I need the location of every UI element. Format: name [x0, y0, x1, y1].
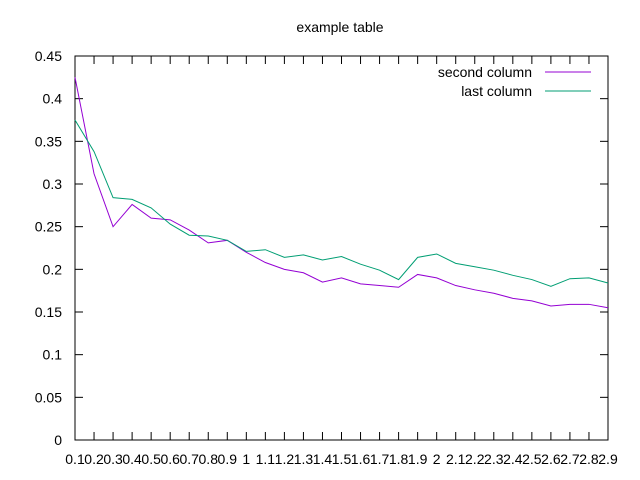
y-tick-label: 0	[54, 432, 62, 448]
x-tick-label: 1.7	[370, 451, 390, 467]
x-tick-label: 2	[433, 451, 441, 467]
legend: second column last column	[438, 64, 591, 99]
series-line-2	[74, 119, 609, 287]
y-tick-label: 0.25	[35, 219, 62, 235]
axes	[74, 55, 609, 441]
y-tick-label: 0.05	[35, 389, 62, 405]
x-tick-label: 1.3	[294, 451, 314, 467]
x-tick-label: 0.6	[160, 451, 180, 467]
x-axis-ticks: 0.1 0.2 0.3 0.4 0.5 0.6 0.7 0.8 0.9 1 1.1 1.2 1.3 1.4…	[65, 56, 618, 467]
x-tick-label: 0.2	[84, 451, 104, 467]
x-tick-label: 2.9	[598, 451, 618, 467]
x-tick-label: 1.4	[313, 451, 333, 467]
x-tick-label: 1.9	[408, 451, 428, 467]
x-tick-label: 1.6	[351, 451, 371, 467]
series-lines	[74, 77, 609, 309]
y-tick-label: 0.15	[35, 304, 62, 320]
x-tick-label: 0.3	[103, 451, 123, 467]
y-tick-label: 0.45	[35, 48, 62, 64]
legend-label-1: second column	[438, 64, 532, 80]
x-tick-label: 2.7	[560, 451, 580, 467]
y-tick-label: 0.4	[43, 91, 63, 107]
x-tick-label: 0.8	[199, 451, 219, 467]
x-tick-label: 2.3	[484, 451, 504, 467]
x-tick-label: 1	[242, 451, 250, 467]
x-tick-label: 1.8	[389, 451, 409, 467]
x-tick-label: 0.7	[179, 451, 199, 467]
x-tick-label: 0.5	[141, 451, 161, 467]
x-tick-label: 0.9	[218, 451, 238, 467]
y-tick-label: 0.35	[35, 133, 62, 149]
y-tick-label: 0.1	[43, 347, 63, 363]
x-tick-label: 2.8	[579, 451, 599, 467]
x-tick-label: 2.1	[446, 451, 466, 467]
x-tick-label: 2.4	[503, 451, 523, 467]
legend-label-2: last column	[461, 83, 532, 99]
x-tick-label: 1.5	[332, 451, 352, 467]
x-tick-label: 2.6	[541, 451, 561, 467]
series-line-1	[74, 77, 609, 309]
x-tick-label: 1.2	[275, 451, 295, 467]
chart-title: example table	[296, 19, 383, 35]
x-tick-label: 2.2	[465, 451, 485, 467]
x-tick-label: 2.5	[522, 451, 542, 467]
x-tick-label: 1.1	[256, 451, 276, 467]
x-tick-label: 0.1	[65, 451, 85, 467]
y-axis-ticks: 0 0.05 0.1 0.15 0.2 0.25 0.3 0.35 0.4 0.45	[35, 48, 608, 448]
y-tick-label: 0.2	[43, 261, 63, 277]
y-tick-label: 0.3	[43, 176, 63, 192]
x-tick-label: 0.4	[122, 451, 142, 467]
plot-frame	[74, 55, 609, 441]
